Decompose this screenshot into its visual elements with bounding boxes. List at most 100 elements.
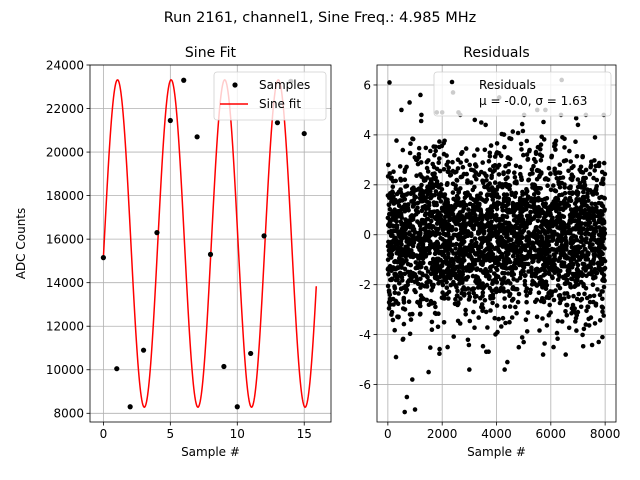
residual-point <box>593 248 598 253</box>
residual-point <box>425 175 430 180</box>
residual-point <box>575 253 580 259</box>
residual-point <box>599 169 605 175</box>
residual-point <box>405 261 411 267</box>
residual-point <box>499 131 505 137</box>
residual-point <box>527 218 532 224</box>
residual-point <box>483 247 489 252</box>
residuals-axes: 0 2000 4000 6000 8000 -6 -4 -2 0 2 4 6 Residuals Samp… <box>359 45 620 459</box>
sample-point <box>261 233 267 239</box>
residual-point <box>514 310 519 316</box>
residual-point <box>390 317 396 323</box>
residual-point <box>487 192 493 198</box>
residual-point <box>425 274 430 280</box>
residual-point <box>575 177 581 182</box>
residual-point <box>400 235 406 240</box>
residual-point <box>560 175 566 180</box>
residual-point <box>526 177 532 183</box>
residual-point <box>454 284 459 290</box>
sample-point <box>140 347 147 353</box>
residual-point <box>485 238 491 244</box>
residual-point <box>601 160 607 166</box>
residual-point <box>562 185 567 190</box>
residual-point <box>401 321 407 327</box>
residual-point <box>583 322 589 327</box>
residual-point <box>455 318 461 324</box>
residual-point <box>453 198 459 204</box>
residual-point <box>404 202 410 208</box>
residual-point <box>585 252 591 257</box>
residual-point <box>559 231 565 237</box>
residual-point <box>440 290 445 295</box>
residual-point <box>560 220 566 225</box>
residual-point <box>453 227 459 232</box>
residual-point <box>418 276 423 282</box>
residual-point <box>392 259 398 265</box>
residual-point <box>416 145 422 151</box>
residual-point <box>447 205 452 211</box>
residual-point <box>475 197 481 202</box>
residual-point <box>470 187 476 193</box>
residual-point <box>395 274 401 279</box>
residual-point <box>571 250 576 255</box>
residual-point <box>533 205 539 210</box>
residual-point <box>544 235 549 240</box>
x-axis-label: Sample # <box>181 445 240 459</box>
residual-point <box>531 258 536 264</box>
residual-point <box>387 296 393 302</box>
residual-point <box>595 261 601 267</box>
residual-point <box>497 288 503 294</box>
residual-point <box>417 270 423 275</box>
sample-point <box>207 251 214 257</box>
residual-point <box>405 236 411 241</box>
residual-point <box>548 310 553 315</box>
residual-point <box>529 265 534 271</box>
residual-point <box>396 291 401 296</box>
residual-point <box>583 286 589 291</box>
residual-point <box>504 266 509 271</box>
axes-frame <box>376 64 617 423</box>
residual-point <box>405 279 411 285</box>
residual-point <box>500 315 506 321</box>
residual-point <box>538 158 544 163</box>
residual-point <box>446 251 451 257</box>
residual-point <box>507 293 512 299</box>
residual-point <box>574 328 579 333</box>
residual-point <box>577 167 582 173</box>
residual-point <box>586 263 591 269</box>
residual-point <box>441 167 447 172</box>
residual-point <box>545 177 551 182</box>
residual-point <box>507 136 512 141</box>
residual-point <box>505 289 511 294</box>
residual-point <box>434 269 439 275</box>
residual-point <box>507 186 512 192</box>
figure-suptitle: Run 2161, channel1, Sine Freq.: 4.985 MH… <box>164 10 477 26</box>
residual-point <box>474 164 479 169</box>
residual-point <box>592 135 598 140</box>
residual-point <box>441 151 447 157</box>
residual-point <box>450 159 455 165</box>
residual-point <box>511 272 517 277</box>
residual-point <box>390 189 395 194</box>
residual-point <box>548 171 553 177</box>
residual-point <box>557 192 562 198</box>
residual-point <box>600 305 606 311</box>
residual-point <box>461 218 467 223</box>
residual-point <box>430 171 435 177</box>
residual-point <box>418 227 424 232</box>
residual-point <box>446 296 451 301</box>
residual-point <box>433 233 438 238</box>
sample-point <box>274 120 281 126</box>
residual-point <box>591 261 596 266</box>
residual-point <box>427 210 433 216</box>
residual-point <box>524 225 529 230</box>
residual-point <box>551 252 557 257</box>
residual-point <box>587 294 593 299</box>
residual-point <box>564 302 570 308</box>
residual-point <box>524 152 530 157</box>
residual-point <box>529 253 535 259</box>
residual-point <box>586 205 591 211</box>
residual-point <box>400 337 406 342</box>
residual-point <box>412 279 418 285</box>
residual-point <box>407 241 412 247</box>
residual-point <box>589 201 595 206</box>
